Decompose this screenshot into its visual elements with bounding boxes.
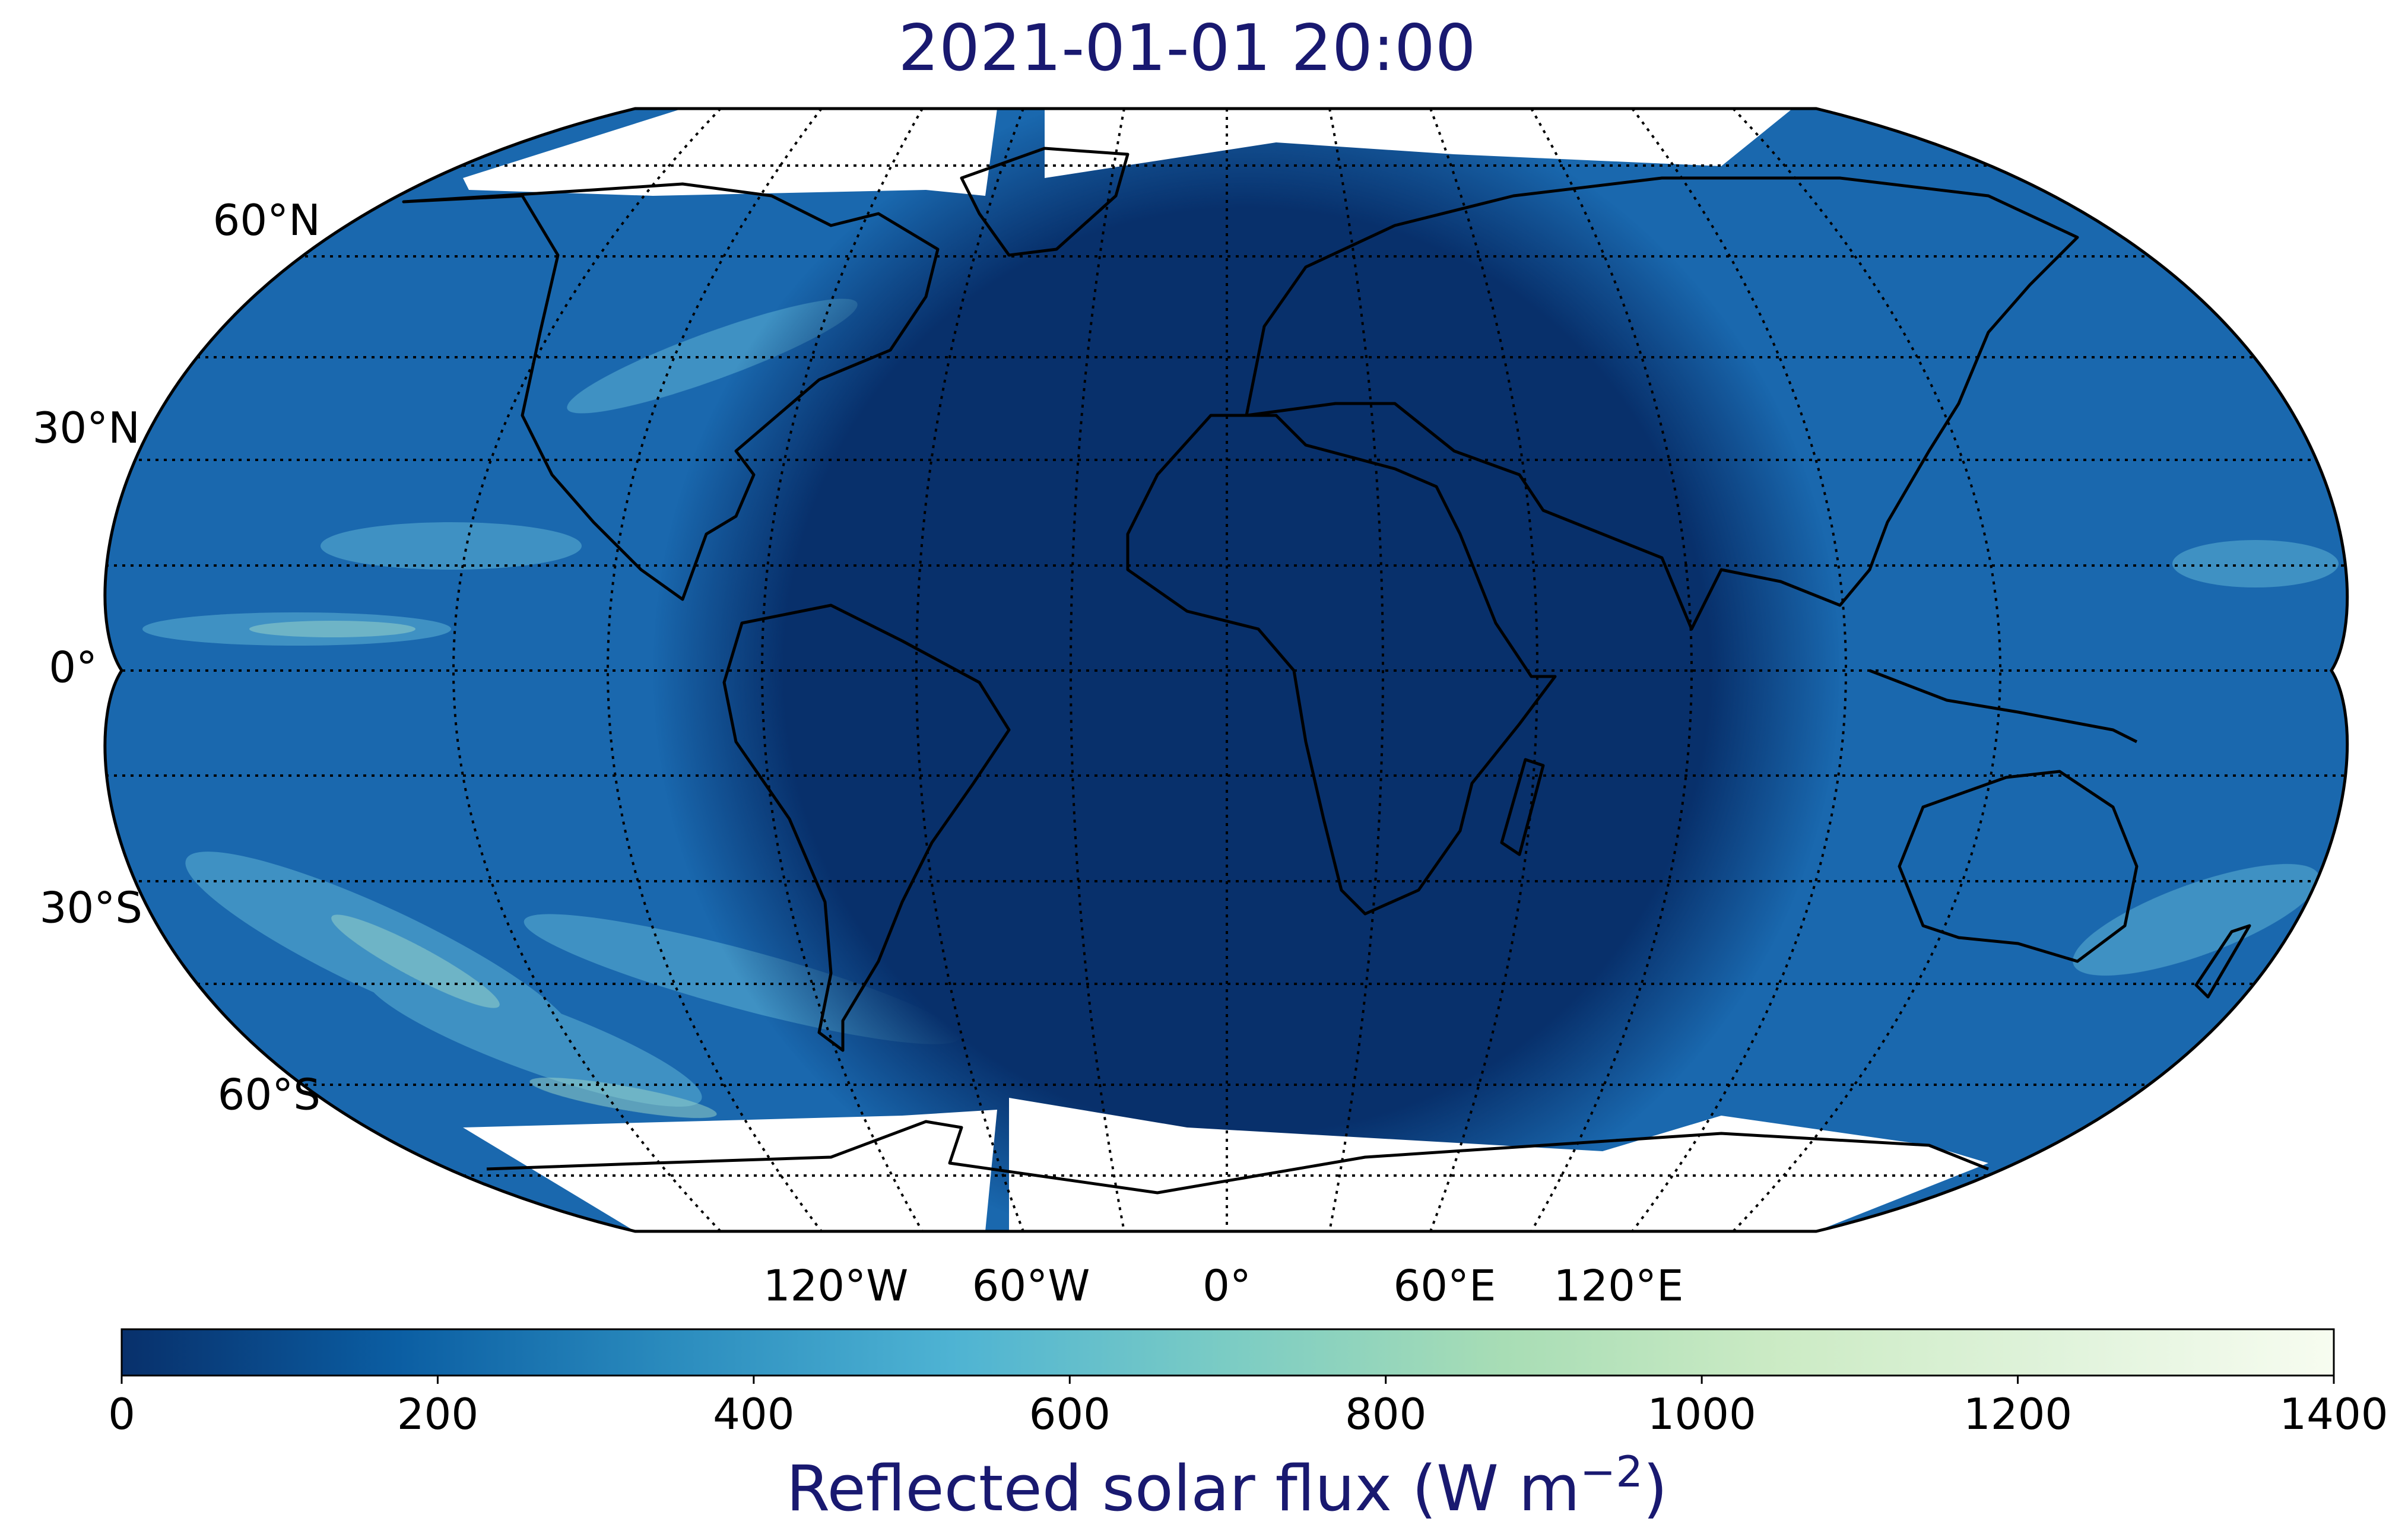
colorbar-tick-label: 200	[397, 1389, 478, 1439]
colorbar	[120, 1328, 2335, 1377]
madagascar-coast	[1500, 758, 1545, 856]
globe-outline	[103, 107, 2349, 1233]
colorbar-tick-label: 400	[713, 1389, 794, 1439]
colorbar-tick-label: 1200	[1963, 1389, 2072, 1439]
lon-label-120e: 120°E	[1554, 1261, 1684, 1311]
australia-coast	[1898, 770, 2139, 963]
arctic-ice-region	[463, 109, 997, 196]
lon-label-120w: 120°W	[763, 1261, 909, 1311]
map-globe	[104, 109, 2347, 1231]
colorbar-label: Reflected solar flux (W m−2)	[786, 1447, 1668, 1525]
new-zealand-coast	[2194, 924, 2251, 999]
antarctica-coast	[486, 1120, 1989, 1195]
lat-label-equator: 0°	[49, 643, 97, 693]
lat-label-60n: 60°N	[213, 195, 321, 245]
lon-label-60e: 60°E	[1393, 1261, 1496, 1311]
europe-africa-coast	[1126, 414, 1557, 916]
longitude-lines	[452, 109, 2001, 1231]
antarctic-region-east	[1009, 1098, 1988, 1231]
colorbar-tick-label: 600	[1029, 1389, 1111, 1439]
lat-label-30s: 30°S	[40, 883, 142, 933]
map-title: 2021-01-01 20:00	[898, 11, 1476, 85]
colorbar-tick-label: 0	[108, 1389, 135, 1439]
coastlines	[402, 147, 2251, 1195]
north-america-coast	[402, 182, 940, 601]
lat-label-30n: 30°N	[33, 403, 140, 453]
south-america-coast	[722, 603, 1011, 1052]
lon-label-60w: 60°W	[972, 1261, 1090, 1311]
lat-label-60s: 60°S	[218, 1070, 321, 1120]
colorbar-ticks: 0 200 400 600 800 1000 1200 1400	[108, 1376, 2388, 1439]
antarctic-region-west	[463, 1110, 997, 1231]
colorbar-tick-label: 1000	[1648, 1389, 1756, 1439]
arctic-data-gap	[1045, 109, 1792, 178]
colorbar-tick-label: 1400	[2279, 1389, 2388, 1439]
colorbar-tick-label: 800	[1345, 1389, 1426, 1439]
indonesia-coast	[1869, 669, 2138, 744]
eurasia-coast	[1245, 176, 2079, 631]
greenland-coast	[960, 147, 1130, 257]
lon-label-0: 0°	[1203, 1261, 1251, 1311]
